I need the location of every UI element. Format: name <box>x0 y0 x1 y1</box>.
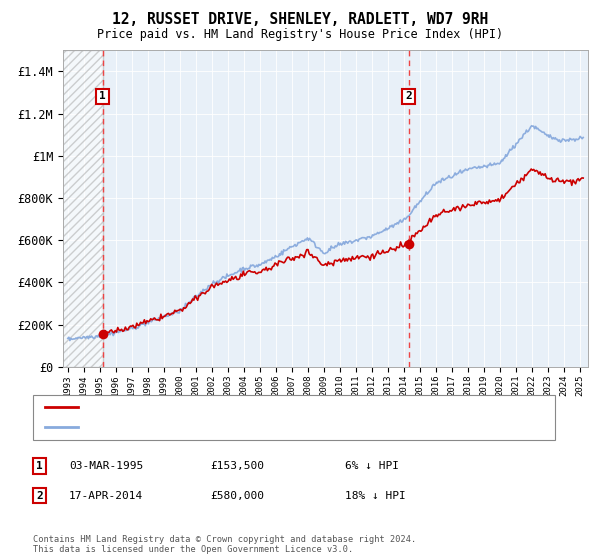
Text: 1: 1 <box>99 91 106 101</box>
Text: 2: 2 <box>405 91 412 101</box>
Text: 17-APR-2014: 17-APR-2014 <box>69 491 143 501</box>
Text: 03-MAR-1995: 03-MAR-1995 <box>69 461 143 471</box>
Text: 2: 2 <box>36 491 43 501</box>
Text: 12, RUSSET DRIVE, SHENLEY, RADLETT, WD7 9RH (detached house): 12, RUSSET DRIVE, SHENLEY, RADLETT, WD7 … <box>84 402 459 412</box>
Text: HPI: Average price, detached house, Hertsmere: HPI: Average price, detached house, Hert… <box>84 422 365 432</box>
Text: 12, RUSSET DRIVE, SHENLEY, RADLETT, WD7 9RH: 12, RUSSET DRIVE, SHENLEY, RADLETT, WD7 … <box>112 12 488 27</box>
Text: 6% ↓ HPI: 6% ↓ HPI <box>345 461 399 471</box>
Text: 18% ↓ HPI: 18% ↓ HPI <box>345 491 406 501</box>
Text: Price paid vs. HM Land Registry's House Price Index (HPI): Price paid vs. HM Land Registry's House … <box>97 28 503 41</box>
Text: 1: 1 <box>36 461 43 471</box>
Text: Contains HM Land Registry data © Crown copyright and database right 2024.
This d: Contains HM Land Registry data © Crown c… <box>33 535 416 554</box>
Text: £153,500: £153,500 <box>210 461 264 471</box>
Bar <box>60 50 103 367</box>
Text: £580,000: £580,000 <box>210 491 264 501</box>
